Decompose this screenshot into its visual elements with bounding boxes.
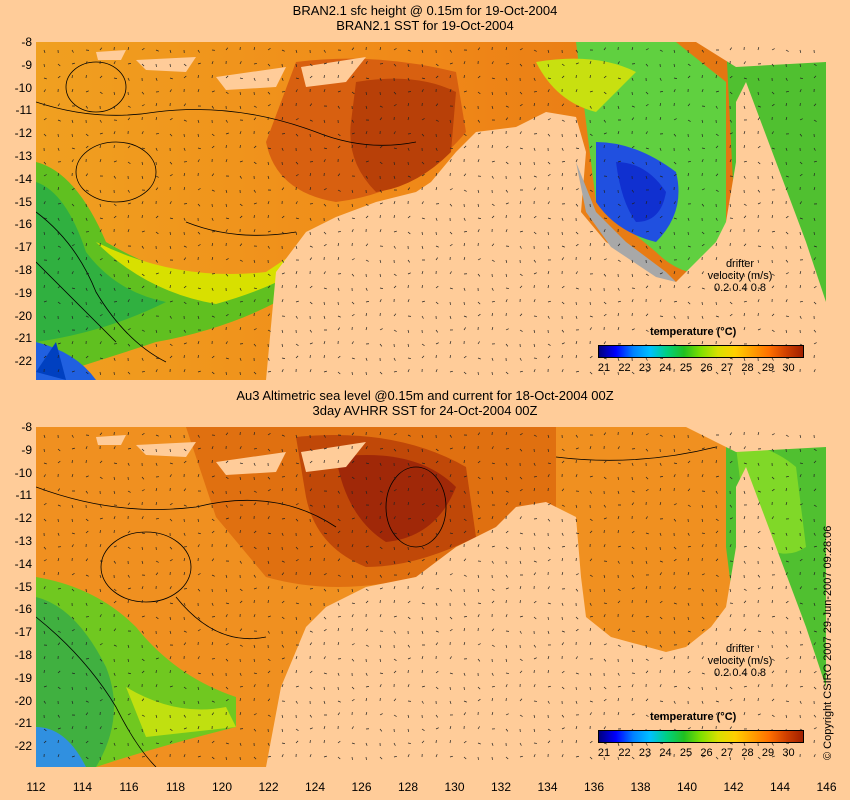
latitude-label: -17 <box>2 626 32 638</box>
colorbar-tick-label: 27 <box>717 747 737 759</box>
top-colorbar <box>598 345 804 358</box>
copyright-text: © Copyright CSIRO 2007 29-Jun-2007 09:28… <box>822 526 834 760</box>
top-drifter-legend: drifter velocity (m/s) 0.2 0.4 0.8 <box>690 258 790 294</box>
bottom-title-line1: Au3 Altimetric sea level @0.15m and curr… <box>0 388 850 403</box>
longitude-label: 126 <box>342 780 382 794</box>
colorbar-tick-label: 21 <box>594 747 614 759</box>
latitude-label: -21 <box>2 717 32 729</box>
colorbar-tick-label: 25 <box>676 362 696 374</box>
colorbar-tick-label: 26 <box>697 362 717 374</box>
longitude-label: 128 <box>388 780 428 794</box>
longitude-label: 116 <box>109 780 149 794</box>
longitude-label: 124 <box>295 780 335 794</box>
colorbar-tick-label: 30 <box>779 747 799 759</box>
latitude-label: -19 <box>2 672 32 684</box>
top-legend-title: temperature (°C) <box>650 326 736 338</box>
longitude-label: 120 <box>202 780 242 794</box>
drifter-scale-label-2: 0.2 0.4 0.8 <box>690 667 790 679</box>
latitude-label: -8 <box>2 421 32 433</box>
longitude-label: 138 <box>621 780 661 794</box>
latitude-label: -14 <box>2 173 32 185</box>
latitude-label: -17 <box>2 241 32 253</box>
longitude-label: 132 <box>481 780 521 794</box>
longitude-label: 144 <box>760 780 800 794</box>
current-arrow <box>716 302 717 305</box>
colorbar-tick-label: 24 <box>656 362 676 374</box>
latitude-label: -9 <box>2 444 32 456</box>
latitude-label: -10 <box>2 82 32 94</box>
colorbar-tick-label: 21 <box>594 362 614 374</box>
drifter-label-2: drifter <box>690 643 790 655</box>
colorbar-tick-label: 27 <box>717 362 737 374</box>
current-arrow <box>814 617 815 620</box>
latitude-label: -16 <box>2 603 32 615</box>
colorbar-tick-label: 29 <box>758 747 778 759</box>
latitude-label: -22 <box>2 355 32 367</box>
latitude-label: -13 <box>2 150 32 162</box>
latitude-label: -10 <box>2 467 32 479</box>
latitude-label: -12 <box>2 512 32 524</box>
colorbar-tick-label: 24 <box>656 747 676 759</box>
longitude-label: 146 <box>807 780 847 794</box>
bottom-drifter-legend: drifter velocity (m/s) 0.2 0.4 0.8 <box>690 643 790 679</box>
colorbar-tick-label: 28 <box>738 747 758 759</box>
colorbar-tick-label: 22 <box>615 362 635 374</box>
latitude-label: -12 <box>2 127 32 139</box>
drifter-label: drifter <box>690 258 790 270</box>
longitude-label: 122 <box>249 780 289 794</box>
colorbar-tick-label: 25 <box>676 747 696 759</box>
colorbar-tick-label: 26 <box>697 747 717 759</box>
longitude-label: 134 <box>528 780 568 794</box>
top-title-line2: BRAN2.1 SST for 19-Oct-2004 <box>0 18 850 33</box>
top-title-line1: BRAN2.1 sfc height @ 0.15m for 19-Oct-20… <box>0 3 850 18</box>
current-arrow <box>814 232 815 235</box>
latitude-label: -16 <box>2 218 32 230</box>
latitude-label: -15 <box>2 196 32 208</box>
longitude-label: 130 <box>435 780 475 794</box>
longitude-label: 118 <box>156 780 196 794</box>
latitude-label: -18 <box>2 649 32 661</box>
latitude-label: -18 <box>2 264 32 276</box>
bottom-legend-title: temperature (°C) <box>650 711 736 723</box>
colorbar-tick-label: 28 <box>738 362 758 374</box>
longitude-label: 142 <box>714 780 754 794</box>
latitude-label: -21 <box>2 332 32 344</box>
latitude-label: -11 <box>2 104 32 116</box>
latitude-label: -13 <box>2 535 32 547</box>
longitude-label: 112 <box>16 780 56 794</box>
latitude-label: -8 <box>2 36 32 48</box>
colorbar-tick-label: 30 <box>779 362 799 374</box>
latitude-label: -14 <box>2 558 32 570</box>
longitude-label: 140 <box>667 780 707 794</box>
drifter-scale-label: 0.2 0.4 0.8 <box>690 282 790 294</box>
colorbar-tick-label: 23 <box>635 747 655 759</box>
colorbar-tick-label: 23 <box>635 362 655 374</box>
colorbar-tick-label: 29 <box>758 362 778 374</box>
latitude-label: -20 <box>2 310 32 322</box>
drifter-velocity-label: velocity (m/s) <box>690 270 790 282</box>
latitude-label: -22 <box>2 740 32 752</box>
latitude-label: -15 <box>2 581 32 593</box>
latitude-label: -19 <box>2 287 32 299</box>
drifter-velocity-label-2: velocity (m/s) <box>690 655 790 667</box>
bottom-title-line2: 3day AVHRR SST for 24-Oct-2004 00Z <box>0 403 850 418</box>
current-arrow <box>716 687 717 690</box>
colorbar-tick-label: 22 <box>615 747 635 759</box>
latitude-label: -9 <box>2 59 32 71</box>
latitude-label: -11 <box>2 489 32 501</box>
bottom-colorbar <box>598 730 804 743</box>
longitude-label: 136 <box>574 780 614 794</box>
longitude-label: 114 <box>63 780 103 794</box>
latitude-label: -20 <box>2 695 32 707</box>
